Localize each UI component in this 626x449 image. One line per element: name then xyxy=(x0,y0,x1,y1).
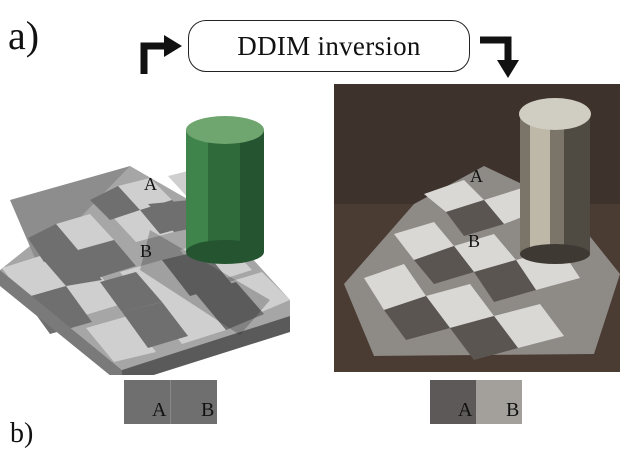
output-label-a: A xyxy=(470,166,483,186)
next-panel-label: b) xyxy=(10,418,34,449)
bent-arrow-down-icon xyxy=(480,36,519,78)
output-color-swatch: A B xyxy=(430,380,522,424)
metal-cylinder xyxy=(519,98,591,264)
bent-arrow-right-icon xyxy=(140,35,182,74)
input-swatch-label-b: B xyxy=(201,399,215,421)
checker-shadow-image: A B xyxy=(0,116,290,375)
input-label-a: A xyxy=(144,174,157,194)
panel-label: a) xyxy=(8,13,40,58)
output-swatch-label-b: B xyxy=(506,399,520,421)
input-swatch-label-a: A xyxy=(152,399,167,421)
green-cylinder xyxy=(186,116,264,264)
ddim-inverted-image: A B xyxy=(334,84,620,372)
output-swatch-label-a: A xyxy=(458,399,473,421)
output-swatch-b: B xyxy=(476,380,522,424)
input-color-swatch: A B xyxy=(124,380,217,424)
input-label-b: B xyxy=(140,241,152,261)
input-swatch-a: A xyxy=(124,380,170,424)
input-swatch-b: B xyxy=(170,380,217,424)
output-label-b: B xyxy=(468,231,480,251)
ddim-inversion-box: DDIM inversion xyxy=(188,20,470,72)
output-swatch-a: A xyxy=(430,380,476,424)
